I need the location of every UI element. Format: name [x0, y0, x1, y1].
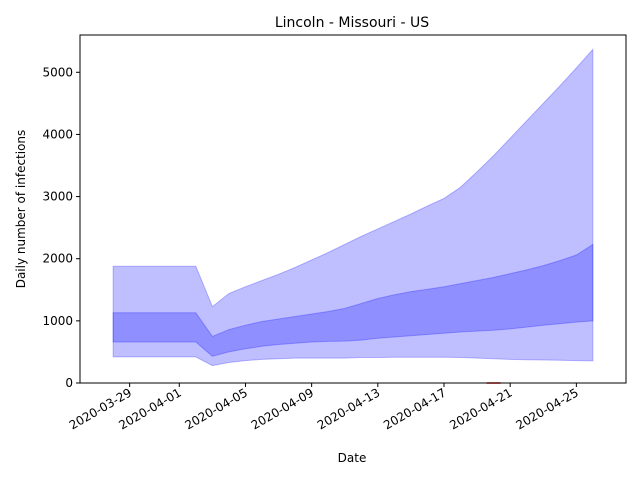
confidence-band-2 — [112, 243, 594, 357]
y-tick-label: 4000 — [42, 127, 73, 141]
y-tick-label: 0 — [65, 376, 73, 390]
chart-title: Lincoln - Missouri - US — [275, 15, 429, 31]
x-axis-label: Date — [338, 451, 367, 465]
y-axis-label: Daily number of infections — [14, 130, 28, 289]
y-tick-label: 5000 — [42, 65, 73, 79]
confidence-band-1 — [112, 47, 594, 367]
y-tick-label: 2000 — [42, 252, 73, 266]
axes-frame — [79, 34, 627, 384]
y-tick-label: 3000 — [42, 190, 73, 204]
y-tick-label: 1000 — [42, 314, 73, 328]
y-axis: 0 1000 2000 3000 4000 5000 — [42, 65, 80, 390]
